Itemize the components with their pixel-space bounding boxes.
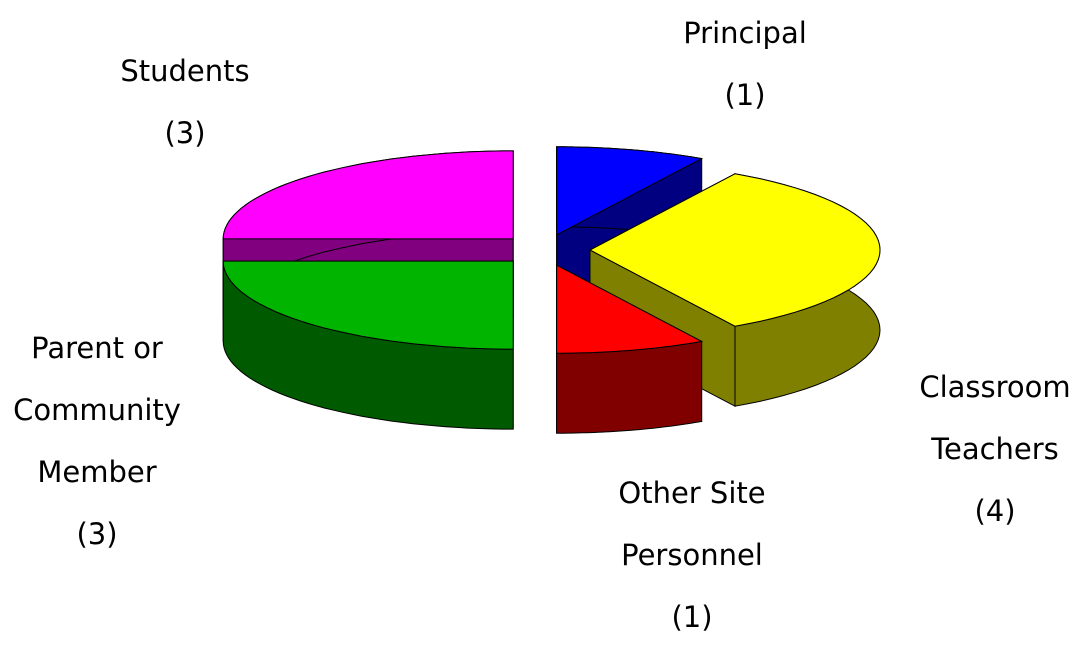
value-label: (3) bbox=[76, 517, 118, 551]
slice bbox=[222, 150, 514, 240]
category-name: Classroom Teachers bbox=[919, 370, 1071, 466]
slice bbox=[588, 173, 881, 327]
category-name: Students bbox=[120, 54, 250, 88]
slice-label: Classroom Teachers (4) bbox=[900, 356, 1087, 542]
slice-label: Parent or Community Member (3) bbox=[2, 317, 192, 565]
slice bbox=[556, 146, 704, 236]
chart: Principal (1) Classroom Teachers (4) Other S… bbox=[2, 2, 1087, 634]
slice bbox=[556, 264, 704, 354]
value-label: (1) bbox=[724, 78, 766, 112]
value-label: (4) bbox=[974, 494, 1016, 528]
value-label: (1) bbox=[671, 600, 713, 634]
pie-plot bbox=[222, 146, 881, 434]
slice-wall bbox=[556, 340, 703, 434]
value-label: (3) bbox=[164, 116, 206, 150]
slice-label: Principal (1) bbox=[615, 2, 875, 126]
category-name: Principal bbox=[683, 16, 807, 50]
slice-label: Students (3) bbox=[75, 40, 295, 164]
slice-label: Other Site Personnel (1) bbox=[577, 462, 807, 648]
category-name: Other Site Personnel bbox=[618, 476, 766, 572]
category-name: Parent or Community Member bbox=[13, 331, 181, 489]
slice bbox=[222, 260, 514, 350]
